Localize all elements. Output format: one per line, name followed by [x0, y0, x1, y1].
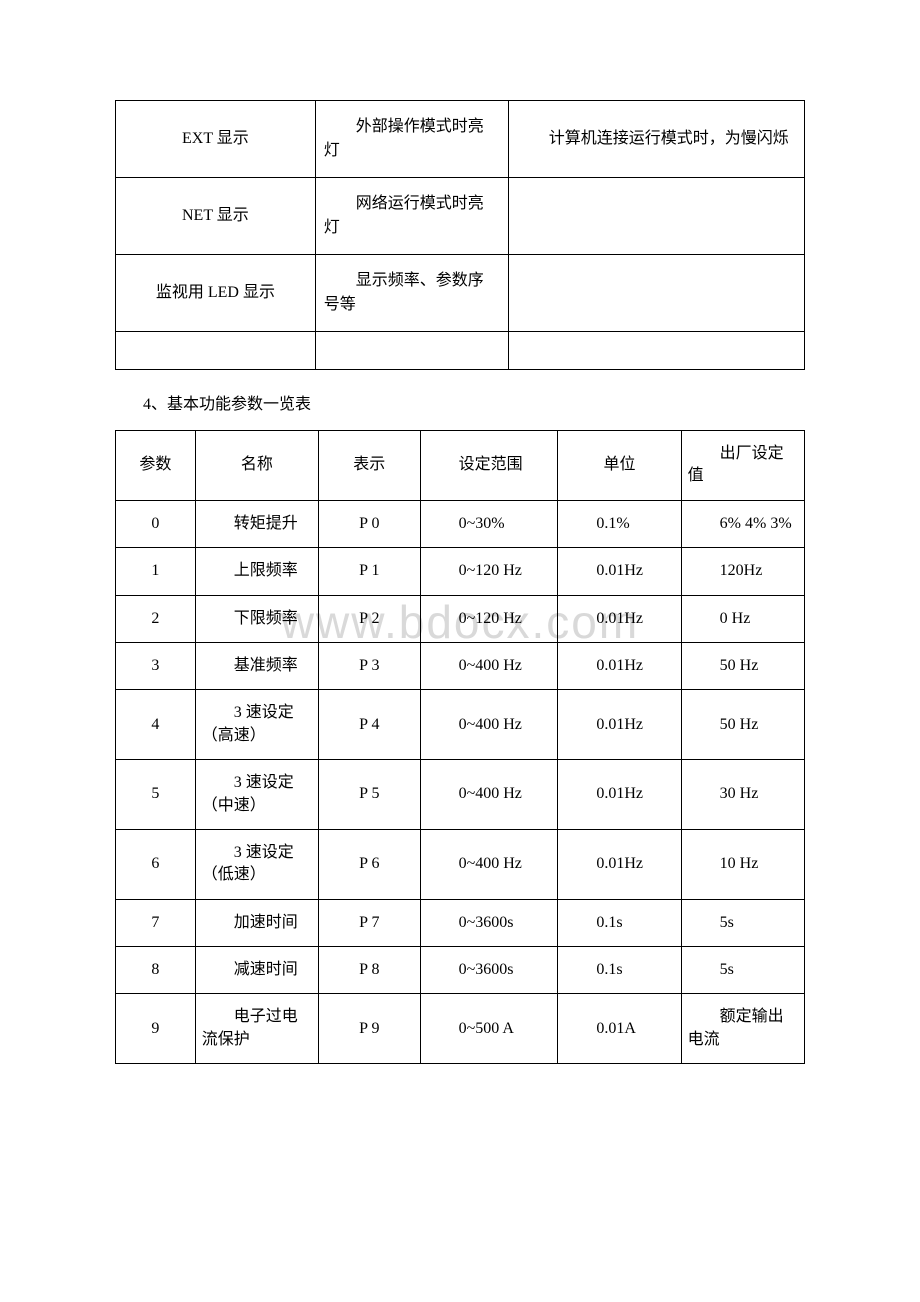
column-header: 表示 — [319, 431, 421, 501]
param-factory-cell: 120Hz — [681, 548, 804, 595]
table-row: 53 速设定（中速）P 50~400 Hz0.01Hz30 Hz — [116, 760, 805, 830]
table-row: 2下限频率P 20~120 Hz0.01Hz0 Hz — [116, 595, 805, 642]
param-name-cell: 3 速设定（低速） — [195, 829, 318, 899]
param-factory-cell: 6% 4% 3% — [681, 500, 804, 547]
param-factory-cell: 5s — [681, 899, 804, 946]
column-header: 出厂设定值 — [681, 431, 804, 501]
table-row: 9电子过电流保护P 90~500 A0.01A额定输出电流 — [116, 994, 805, 1064]
param-repr-cell: P 6 — [319, 829, 421, 899]
display-desc-cell: 显示频率、参数序号等 — [315, 255, 508, 332]
param-factory-cell: 50 Hz — [681, 690, 804, 760]
param-unit-cell: 0.01Hz — [558, 642, 681, 689]
param-range-cell: 0~500 A — [420, 994, 558, 1064]
param-repr-cell: P 8 — [319, 947, 421, 994]
param-name-cell: 上限频率 — [195, 548, 318, 595]
param-number-cell: 0 — [116, 500, 196, 547]
empty-cell — [116, 332, 316, 370]
param-factory-cell: 30 Hz — [681, 760, 804, 830]
param-unit-cell: 0.1s — [558, 947, 681, 994]
param-range-cell: 0~30% — [420, 500, 558, 547]
param-number-cell: 7 — [116, 899, 196, 946]
param-range-cell: 0~400 Hz — [420, 760, 558, 830]
param-unit-cell: 0.01Hz — [558, 760, 681, 830]
param-number-cell: 5 — [116, 760, 196, 830]
param-name-cell: 转矩提升 — [195, 500, 318, 547]
param-factory-cell: 0 Hz — [681, 595, 804, 642]
param-range-cell: 0~400 Hz — [420, 690, 558, 760]
param-range-cell: 0~3600s — [420, 947, 558, 994]
param-range-cell: 0~400 Hz — [420, 642, 558, 689]
param-name-cell: 基准频率 — [195, 642, 318, 689]
column-header: 名称 — [195, 431, 318, 501]
table-row: NET 显示网络运行模式时亮灯 — [116, 178, 805, 255]
table-row: 1上限频率P 10~120 Hz0.01Hz120Hz — [116, 548, 805, 595]
display-note-cell: 计算机连接运行模式时，为慢闪烁 — [508, 101, 804, 178]
param-number-cell: 6 — [116, 829, 196, 899]
param-number-cell: 3 — [116, 642, 196, 689]
param-name-cell: 减速时间 — [195, 947, 318, 994]
param-repr-cell: P 2 — [319, 595, 421, 642]
param-number-cell: 9 — [116, 994, 196, 1064]
param-name-cell: 加速时间 — [195, 899, 318, 946]
table-row: 8减速时间P 80~3600s0.1s5s — [116, 947, 805, 994]
param-unit-cell: 0.1% — [558, 500, 681, 547]
param-unit-cell: 0.01Hz — [558, 595, 681, 642]
param-repr-cell: P 1 — [319, 548, 421, 595]
param-unit-cell: 0.1s — [558, 899, 681, 946]
param-range-cell: 0~400 Hz — [420, 829, 558, 899]
empty-cell — [508, 332, 804, 370]
param-unit-cell: 0.01Hz — [558, 690, 681, 760]
param-repr-cell: P 0 — [319, 500, 421, 547]
display-mode-table: EXT 显示外部操作模式时亮灯计算机连接运行模式时，为慢闪烁NET 显示网络运行… — [115, 100, 805, 370]
empty-cell — [315, 332, 508, 370]
param-factory-cell: 50 Hz — [681, 642, 804, 689]
param-unit-cell: 0.01A — [558, 994, 681, 1064]
param-number-cell: 1 — [116, 548, 196, 595]
table-row: 7加速时间P 70~3600s0.1s5s — [116, 899, 805, 946]
display-desc-cell: 外部操作模式时亮灯 — [315, 101, 508, 178]
param-name-cell: 3 速设定（高速） — [195, 690, 318, 760]
table-row: 0转矩提升P 00~30%0.1%6% 4% 3% — [116, 500, 805, 547]
table-row: EXT 显示外部操作模式时亮灯计算机连接运行模式时，为慢闪烁 — [116, 101, 805, 178]
table-row — [116, 332, 805, 370]
parameter-table: 参数名称表示设定范围单位出厂设定值0转矩提升P 00~30%0.1%6% 4% … — [115, 430, 805, 1064]
param-repr-cell: P 4 — [319, 690, 421, 760]
display-note-cell — [508, 178, 804, 255]
section-heading: 4、基本功能参数一览表 — [143, 390, 805, 414]
param-unit-cell: 0.01Hz — [558, 829, 681, 899]
param-number-cell: 4 — [116, 690, 196, 760]
param-name-cell: 下限频率 — [195, 595, 318, 642]
param-range-cell: 0~120 Hz — [420, 548, 558, 595]
param-repr-cell: P 7 — [319, 899, 421, 946]
column-header: 设定范围 — [420, 431, 558, 501]
param-unit-cell: 0.01Hz — [558, 548, 681, 595]
param-factory-cell: 额定输出电流 — [681, 994, 804, 1064]
display-name-cell: NET 显示 — [116, 178, 316, 255]
display-desc-cell: 网络运行模式时亮灯 — [315, 178, 508, 255]
param-number-cell: 8 — [116, 947, 196, 994]
column-header: 单位 — [558, 431, 681, 501]
param-factory-cell: 10 Hz — [681, 829, 804, 899]
param-name-cell: 3 速设定（中速） — [195, 760, 318, 830]
param-repr-cell: P 5 — [319, 760, 421, 830]
param-name-cell: 电子过电流保护 — [195, 994, 318, 1064]
table-header-row: 参数名称表示设定范围单位出厂设定值 — [116, 431, 805, 501]
display-name-cell: EXT 显示 — [116, 101, 316, 178]
table-row: 3基准频率P 30~400 Hz0.01Hz50 Hz — [116, 642, 805, 689]
table-row: 监视用 LED 显示显示频率、参数序号等 — [116, 255, 805, 332]
param-range-cell: 0~3600s — [420, 899, 558, 946]
display-name-cell: 监视用 LED 显示 — [116, 255, 316, 332]
param-repr-cell: P 9 — [319, 994, 421, 1064]
param-range-cell: 0~120 Hz — [420, 595, 558, 642]
table-row: 63 速设定（低速）P 60~400 Hz0.01Hz10 Hz — [116, 829, 805, 899]
param-repr-cell: P 3 — [319, 642, 421, 689]
column-header: 参数 — [116, 431, 196, 501]
table-row: 43 速设定（高速）P 40~400 Hz0.01Hz50 Hz — [116, 690, 805, 760]
param-number-cell: 2 — [116, 595, 196, 642]
display-note-cell — [508, 255, 804, 332]
param-factory-cell: 5s — [681, 947, 804, 994]
